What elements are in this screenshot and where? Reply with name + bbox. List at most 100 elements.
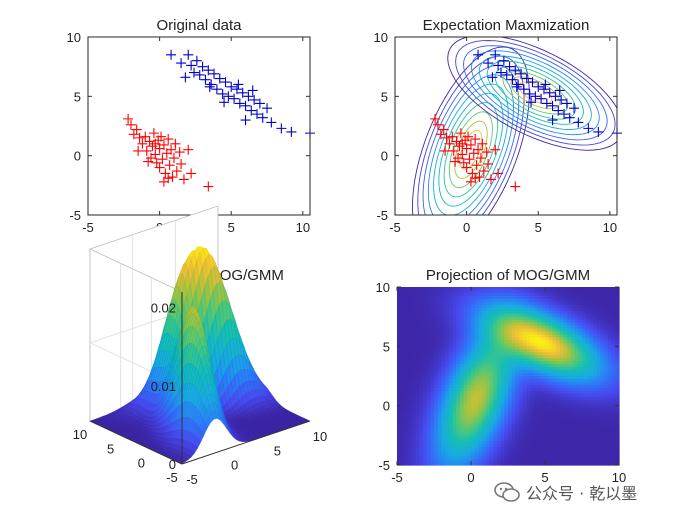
data-point-cluster-1 — [478, 166, 489, 177]
x-tick-label: 10 — [313, 429, 327, 444]
data-point-cluster-2 — [516, 68, 527, 79]
data-point-cluster-1 — [430, 113, 441, 124]
data-point-cluster-2 — [249, 94, 260, 105]
data-point-cluster-2 — [487, 72, 498, 83]
data-point-cluster-1 — [463, 131, 474, 142]
data-point-cluster-2 — [530, 91, 541, 102]
data-point-cluster-1 — [183, 144, 194, 155]
data-point-cluster-1 — [150, 138, 161, 149]
contour-line-2 — [447, 37, 617, 151]
data-point-cluster-1 — [450, 156, 461, 167]
y-tick-label: 0 — [74, 149, 81, 164]
data-point-cluster-2 — [237, 87, 248, 98]
data-point-cluster-2 — [498, 55, 509, 66]
data-point-cluster-2 — [219, 97, 230, 108]
data-point-cluster-2 — [538, 84, 549, 95]
data-point-cluster-1 — [171, 166, 182, 177]
data-point-cluster-2 — [511, 81, 522, 92]
data-point-cluster-1 — [164, 160, 175, 171]
contour-line-2 — [455, 40, 616, 146]
x-tick-label: 5 — [228, 220, 235, 235]
x-tick-label: 10 — [603, 220, 617, 235]
data-point-cluster-2 — [233, 79, 244, 90]
data-point-cluster-2 — [180, 72, 191, 83]
data-point-cluster-1 — [464, 154, 475, 165]
y-tick-label: 5 — [74, 89, 81, 104]
surface-mesh — [89, 246, 311, 464]
data-point-cluster-1 — [156, 131, 167, 142]
data-point-cluster-1 — [125, 119, 136, 130]
data-point-cluster-2 — [556, 94, 567, 105]
data-point-cluster-2 — [559, 109, 570, 120]
contour-line-2 — [478, 55, 592, 130]
data-point-cluster-1 — [490, 144, 501, 155]
data-point-cluster-2 — [276, 123, 287, 134]
data-point-cluster-1 — [143, 156, 154, 167]
data-point-cluster-2 — [501, 69, 512, 80]
data-point-cluster-1 — [133, 145, 144, 156]
z-tick-label: 0.01 — [151, 379, 176, 394]
data-point-cluster-2 — [526, 97, 537, 108]
data-point-cluster-1 — [457, 138, 468, 149]
data-point-cluster-2 — [510, 65, 521, 76]
data-point-cluster-2 — [573, 117, 584, 128]
data-point-cluster-1 — [176, 158, 187, 169]
data-point-cluster-1 — [474, 172, 485, 183]
contour-line-1 — [412, 46, 530, 215]
data-point-cluster-2 — [194, 69, 205, 80]
x-tick-label: -5 — [186, 472, 198, 487]
data-point-cluster-1 — [203, 181, 214, 192]
data-point-cluster-2 — [524, 88, 535, 99]
data-point-cluster-1 — [447, 131, 458, 142]
y-tick-label: 10 — [73, 427, 87, 442]
data-point-cluster-1 — [163, 134, 174, 145]
data-point-cluster-2 — [204, 81, 215, 92]
data-point-cluster-1 — [471, 160, 482, 171]
data-point-cluster-2 — [504, 61, 515, 72]
contour-line-1 — [459, 129, 483, 170]
contour-line-2 — [486, 60, 584, 125]
data-point-cluster-2 — [262, 103, 273, 114]
chart-title: Original data — [156, 17, 242, 34]
data-point-cluster-1 — [510, 181, 521, 192]
data-point-cluster-1 — [485, 174, 496, 185]
data-point-cluster-1 — [167, 172, 178, 183]
data-point-cluster-2 — [211, 84, 222, 95]
data-point-cluster-2 — [473, 49, 484, 60]
data-point-cluster-1 — [157, 154, 168, 165]
z-tick-label: 0 — [169, 457, 176, 472]
data-point-cluster-2 — [252, 109, 263, 120]
data-point-cluster-2 — [197, 61, 208, 72]
data-point-cluster-2 — [541, 98, 552, 109]
data-point-cluster-2 — [569, 103, 580, 114]
data-point-cluster-2 — [183, 49, 194, 60]
data-point-cluster-2 — [521, 73, 532, 84]
data-point-cluster-2 — [254, 98, 265, 109]
data-point-cluster-1 — [140, 131, 151, 142]
data-point-cluster-1 — [457, 149, 468, 160]
data-point-cluster-2 — [186, 60, 197, 71]
contour-line-1 — [422, 64, 520, 215]
data-point-cluster-1 — [123, 113, 134, 124]
data-point-cluster-1 — [477, 138, 488, 149]
heatmap-cells — [397, 287, 620, 466]
data-point-cluster-2 — [507, 74, 518, 85]
contour-line-1 — [433, 83, 509, 215]
y-tick-label: 5 — [381, 89, 388, 104]
y-tick-label: 5 — [107, 441, 114, 456]
data-point-cluster-1 — [483, 158, 494, 169]
x-tick-label: 0 — [463, 220, 470, 235]
data-point-cluster-2 — [483, 58, 494, 69]
data-point-cluster-2 — [518, 84, 529, 95]
data-point-cluster-2 — [226, 81, 237, 92]
data-point-cluster-2 — [564, 112, 575, 123]
data-point-cluster-1 — [465, 139, 476, 150]
data-point-cluster-1 — [440, 145, 451, 156]
y-tick-label: -5 — [166, 470, 178, 485]
contour-lines — [412, 37, 617, 215]
data-point-cluster-1 — [432, 119, 443, 130]
x-tick-label: 5 — [274, 443, 281, 458]
